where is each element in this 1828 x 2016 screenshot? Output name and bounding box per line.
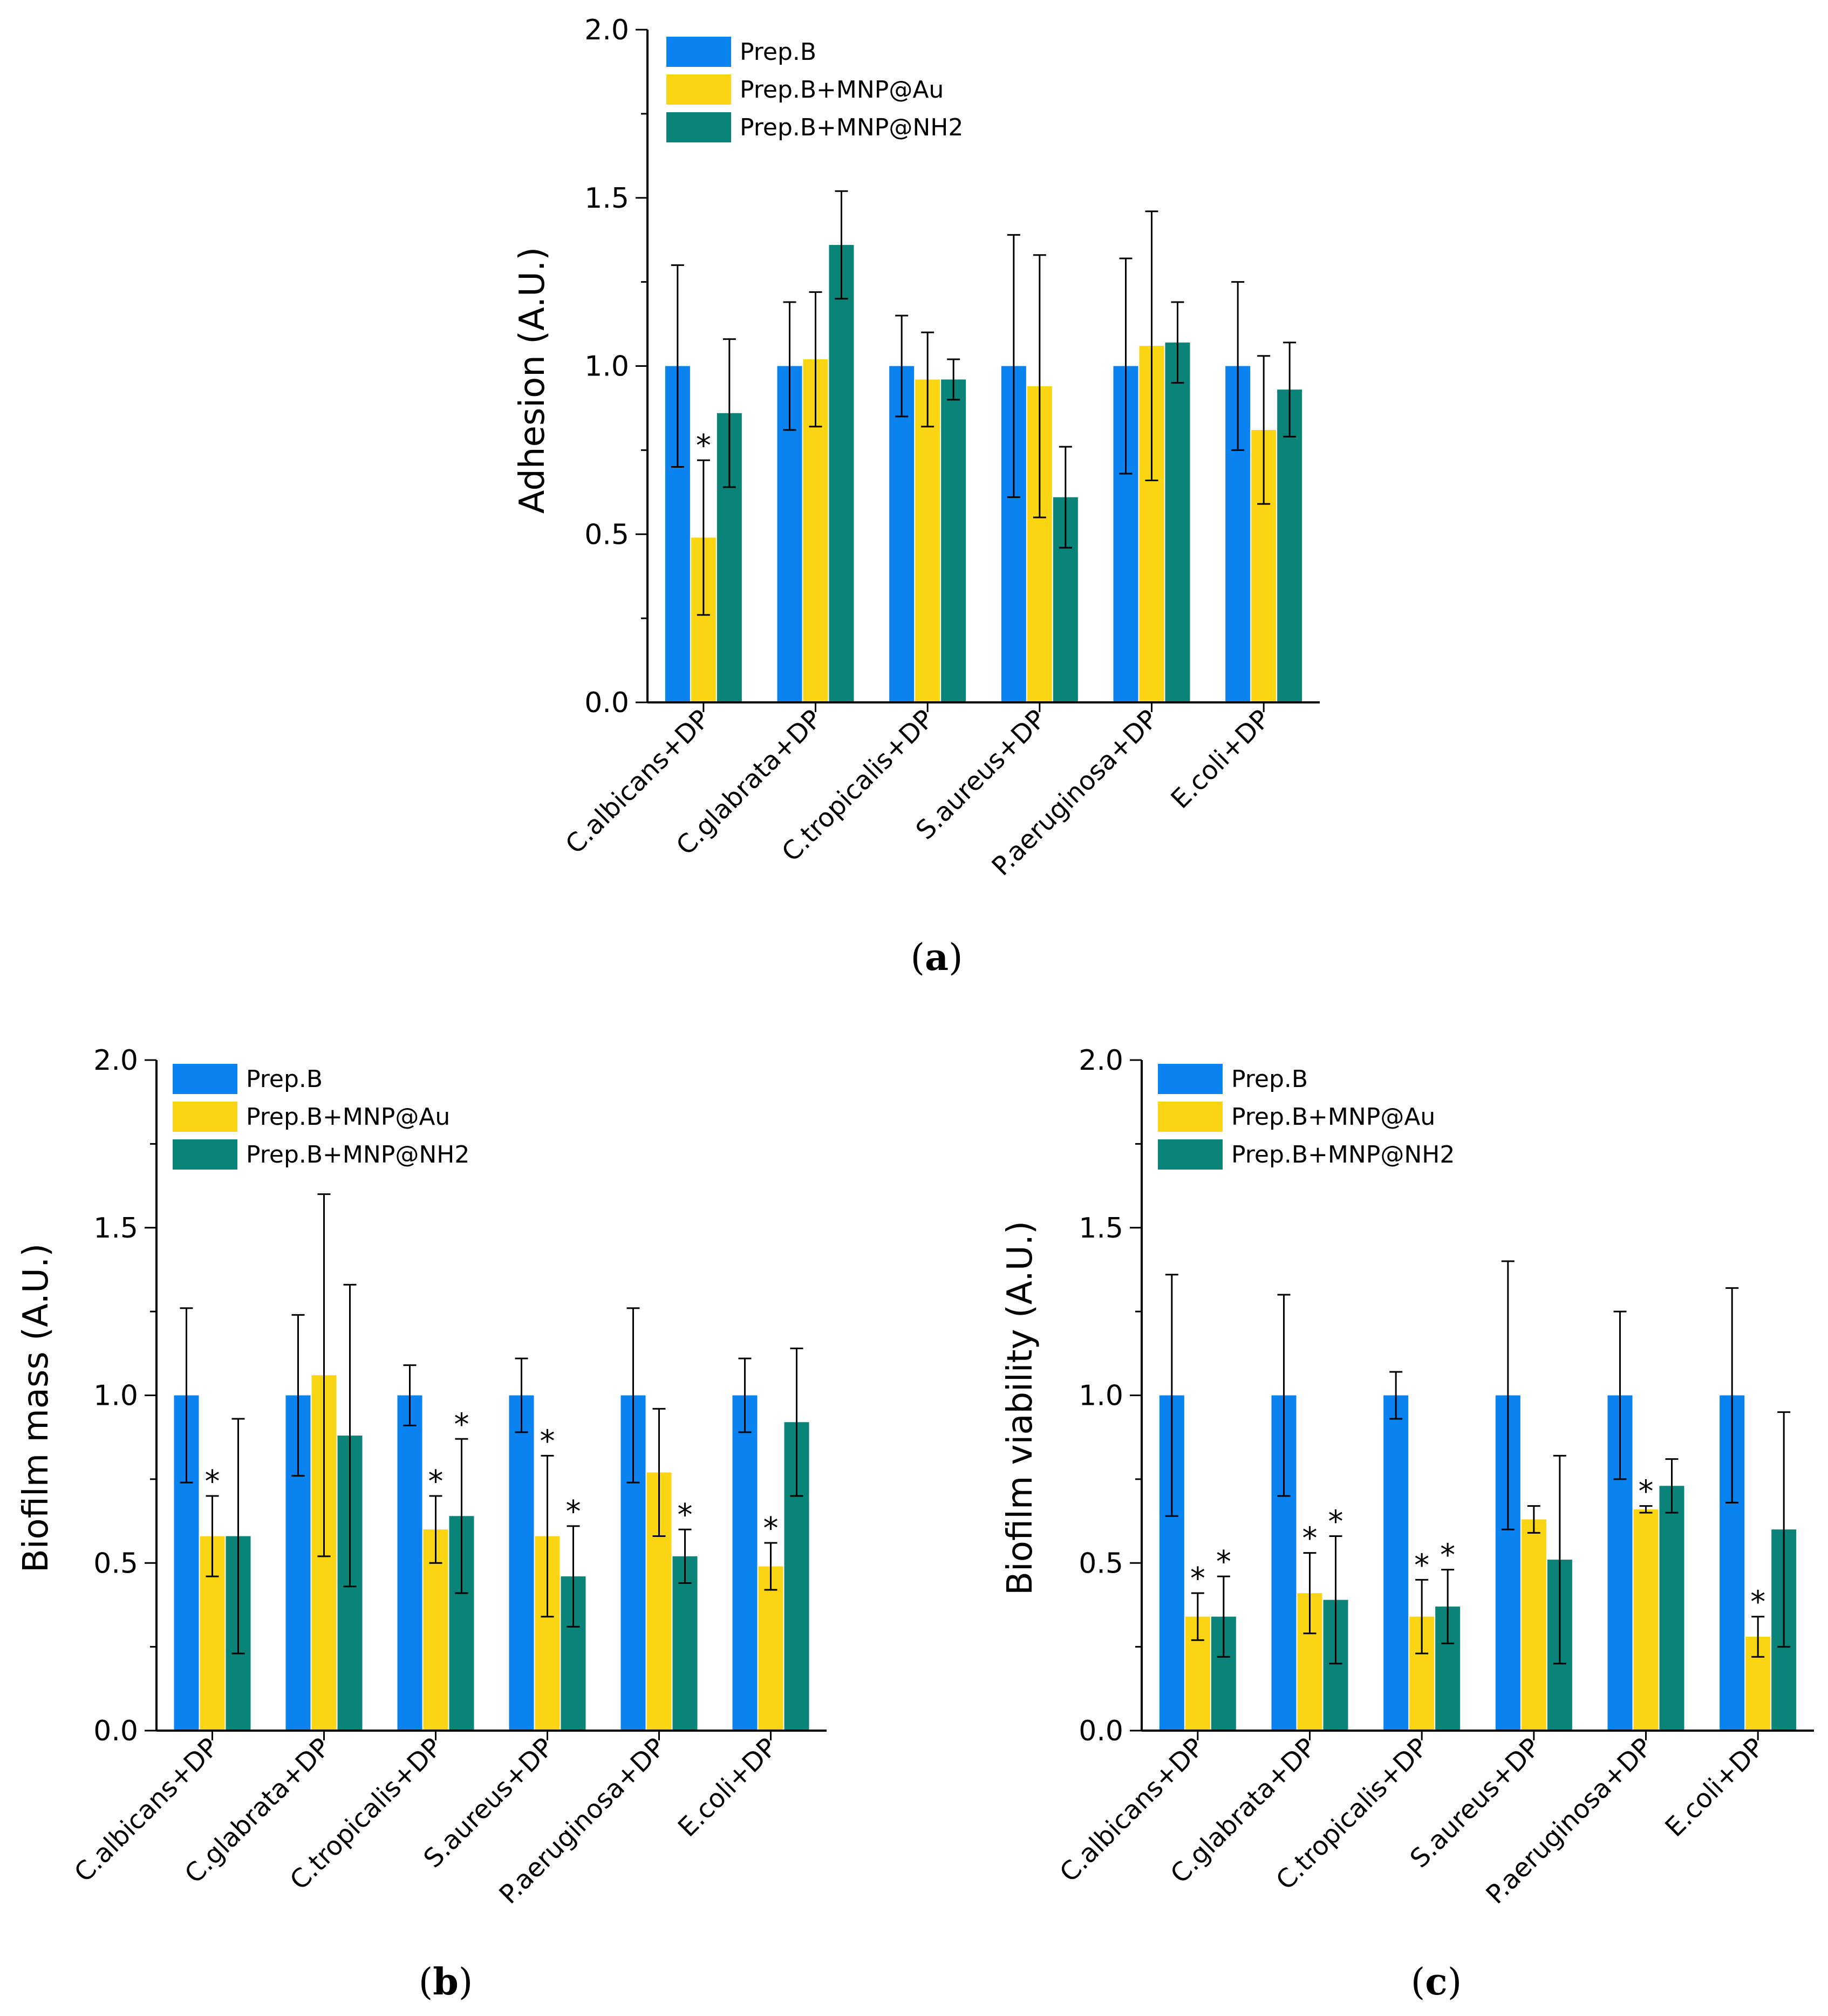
panel-b-letter: b <box>433 1960 459 2004</box>
panel-a-legend-label-mnp-au: Prep.B+MNP@Au <box>740 76 944 104</box>
panel-b-legend-label-mnp-au: Prep.B+MNP@Au <box>246 1103 450 1131</box>
panel-a-y-tick-label-2: 1.0 <box>584 351 629 383</box>
panel-a-bar-s2-c2 <box>941 379 966 702</box>
panel-c-y-tick-label-2: 1.0 <box>1079 1380 1123 1412</box>
panel-a-legend: Prep.B Prep.B+MNP@Au Prep.B+MNP@NH2 <box>666 37 963 142</box>
panel-b-legend-swatch-mnp-au <box>173 1102 237 1132</box>
panel-b-bar-s0-c5 <box>732 1395 758 1731</box>
panel-b-significance-star-s2-c2: * <box>454 1407 469 1442</box>
panel-a-caption: (a) <box>910 936 963 979</box>
panel-c-chart: Biofilm viability (A.U.) Prep.B Prep.B+M… <box>1000 1044 1814 2004</box>
panel-a-legend-swatch-prep-b <box>666 37 731 67</box>
panel-c-significance-star-s2-c0: * <box>1216 1545 1231 1580</box>
panel-b-y-tick-label-0: 0.0 <box>93 1715 138 1747</box>
panel-b-legend-swatch-prep-b <box>173 1064 237 1094</box>
panel-c-significance-star-s1-c4: * <box>1639 1474 1654 1509</box>
panel-a-y-axis-label: Adhesion (A.U.) <box>513 247 553 514</box>
panel-c-significance-star-s1-c1: * <box>1302 1521 1318 1556</box>
panel-a-chart: Adhesion (A.U.) Prep.B Prep.B+MNP@Au Pre… <box>513 14 1320 979</box>
panel-c-caption: (c) <box>1411 1960 1462 2004</box>
panel-a-bar-s1-c2 <box>915 379 940 702</box>
panel-b-legend-label-prep-b: Prep.B <box>246 1065 323 1093</box>
panel-c-y-tick-label-4: 2.0 <box>1079 1044 1123 1077</box>
panel-a-y-tick-label-1: 0.5 <box>584 518 629 551</box>
panel-c-legend-swatch-mnp-au <box>1158 1102 1223 1132</box>
panel-c-y-axis-label: Biofilm viability (A.U.) <box>1000 1221 1040 1595</box>
panel-b-y-axis-label: Biofilm mass (A.U.) <box>16 1243 56 1573</box>
panel-c-letter: c <box>1425 1960 1447 2004</box>
panel-c-y-tick-label-0: 0.0 <box>1079 1715 1123 1747</box>
panel-c-significance-star-s1-c0: * <box>1190 1561 1205 1596</box>
panel-a-legend-swatch-mnp-nh2 <box>666 112 731 142</box>
panel-b-legend-label-mnp-nh2: Prep.B+MNP@NH2 <box>246 1141 469 1168</box>
panel-a-legend-swatch-mnp-au <box>666 74 731 105</box>
panel-c-y-tick-label-1: 0.5 <box>1079 1547 1123 1580</box>
panel-c-legend-swatch-prep-b <box>1158 1064 1223 1094</box>
panel-b-bar-s1-c5 <box>758 1566 783 1731</box>
panel-b-legend: Prep.B Prep.B+MNP@Au Prep.B+MNP@NH2 <box>173 1064 469 1170</box>
panel-c-significance-star-s1-c5: * <box>1750 1585 1765 1620</box>
panel-b-bar-s0-c2 <box>397 1395 422 1731</box>
panel-a-significance-star-s1-c0: * <box>696 428 711 463</box>
panel-b-bar-s0-c3 <box>509 1395 534 1731</box>
panel-c-significance-star-s2-c1: * <box>1328 1505 1343 1540</box>
panel-c-legend: Prep.B Prep.B+MNP@Au Prep.B+MNP@NH2 <box>1158 1064 1455 1170</box>
panel-b-category-label-5: E.coli+DP <box>672 1732 783 1843</box>
panel-c-legend-label-mnp-nh2: Prep.B+MNP@NH2 <box>1231 1141 1455 1168</box>
panel-a-bar-s2-c5 <box>1277 389 1302 702</box>
panel-c-bar-s1-c3 <box>1521 1519 1546 1731</box>
panel-b-bar-s2-c4 <box>672 1556 698 1731</box>
panel-b-significance-star-s1-c2: * <box>428 1464 444 1499</box>
panel-b-y-tick-label-1: 0.5 <box>93 1547 138 1580</box>
panel-a-bar-s2-c1 <box>829 245 854 702</box>
panel-c-significance-star-s2-c2: * <box>1440 1538 1455 1573</box>
panel-b-significance-star-s1-c5: * <box>763 1511 779 1546</box>
panel-b-y-tick-label-4: 2.0 <box>93 1044 138 1077</box>
panel-c-category-label-5: E.coli+DP <box>1659 1732 1770 1843</box>
panel-c-bar-s1-c4 <box>1633 1509 1659 1731</box>
panel-b-significance-star-s1-c0: * <box>205 1464 220 1499</box>
panel-a-y-tick-label-3: 1.5 <box>584 182 629 215</box>
panel-c-bar-s0-c2 <box>1383 1395 1409 1731</box>
panel-b-significance-star-s2-c4: * <box>678 1498 693 1533</box>
panel-c-y-tick-label-3: 1.5 <box>1079 1212 1123 1245</box>
panel-c-legend-label-prep-b: Prep.B <box>1231 1065 1308 1093</box>
panel-c-bar-s2-c4 <box>1659 1486 1684 1731</box>
panel-b-caption: (b) <box>419 1960 473 2004</box>
panel-b-chart: Biofilm mass (A.U.) Prep.B Prep.B+MNP@Au… <box>16 1044 827 2004</box>
panel-b-significance-star-s2-c3: * <box>566 1494 581 1529</box>
panel-a-bar-s0-c2 <box>889 366 915 702</box>
panel-a-legend-label-prep-b: Prep.B <box>740 38 816 66</box>
panel-b-legend-swatch-mnp-nh2 <box>173 1139 237 1170</box>
panel-c-significance-star-s1-c2: * <box>1414 1548 1429 1583</box>
panel-b-significance-star-s1-c3: * <box>540 1424 555 1459</box>
panel-a-y-tick-label-0: 0.0 <box>584 687 629 719</box>
panel-a-legend-label-mnp-nh2: Prep.B+MNP@NH2 <box>740 114 963 141</box>
panel-c-legend-label-mnp-au: Prep.B+MNP@Au <box>1231 1103 1435 1131</box>
panel-a-y-tick-label-4: 2.0 <box>584 14 629 46</box>
panel-b-y-tick-label-3: 1.5 <box>93 1212 138 1245</box>
panel-b-y-tick-label-2: 1.0 <box>93 1380 138 1412</box>
panel-a-bar-s2-c4 <box>1165 342 1190 702</box>
panel-a-category-label-5: E.coli+DP <box>1165 704 1275 815</box>
panel-c-legend-swatch-mnp-nh2 <box>1158 1139 1223 1170</box>
panel-a-letter: a <box>925 936 949 979</box>
